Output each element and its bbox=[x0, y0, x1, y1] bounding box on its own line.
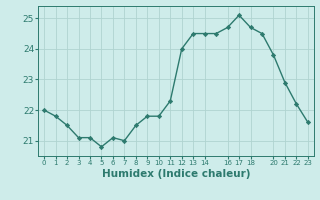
X-axis label: Humidex (Indice chaleur): Humidex (Indice chaleur) bbox=[102, 169, 250, 179]
